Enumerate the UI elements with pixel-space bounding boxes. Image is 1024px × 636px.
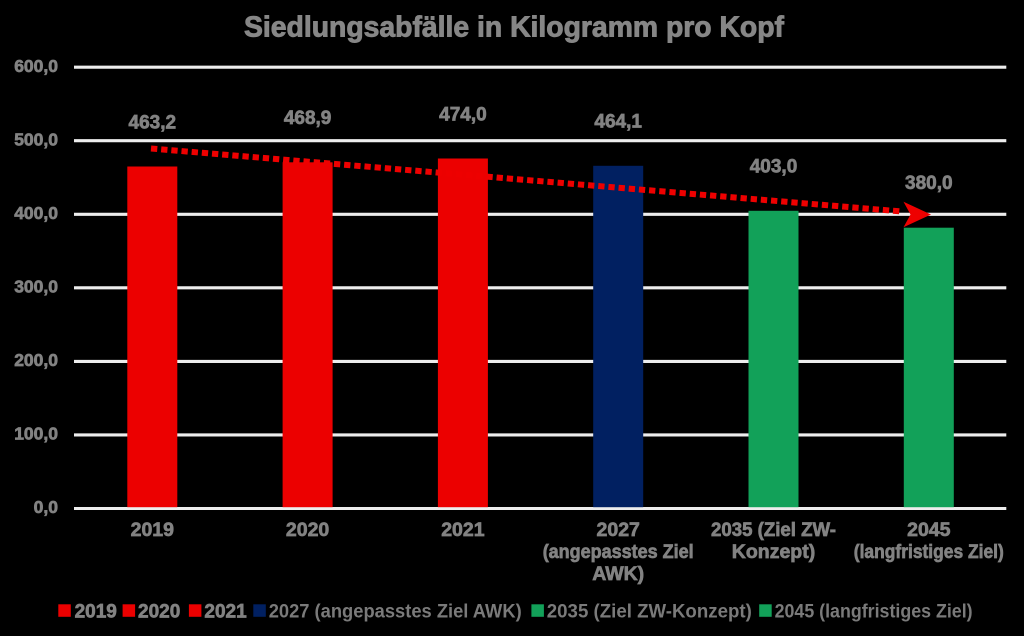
svg-text:2045 (langfristiges Ziel): 2045 (langfristiges Ziel) [775, 601, 973, 622]
svg-text:2027: 2027 [597, 519, 640, 541]
svg-text:200,0: 200,0 [14, 350, 58, 370]
svg-text:2019: 2019 [131, 519, 175, 541]
svg-text:2021: 2021 [441, 519, 485, 541]
svg-text:468,9: 468,9 [284, 108, 332, 129]
svg-text:2035 (Ziel ZW-: 2035 (Ziel ZW- [711, 519, 836, 541]
svg-text:300,0: 300,0 [14, 276, 58, 296]
svg-text:2027 (angepasstes Ziel AWK): 2027 (angepasstes Ziel AWK) [269, 601, 522, 622]
svg-text:400,0: 400,0 [14, 203, 58, 223]
svg-text:500,0: 500,0 [14, 129, 58, 149]
svg-text:463,2: 463,2 [129, 112, 177, 133]
svg-text:2020: 2020 [138, 601, 180, 622]
svg-text:Konzept): Konzept) [732, 541, 815, 563]
svg-text:2020: 2020 [286, 519, 330, 541]
svg-text:380,0: 380,0 [905, 173, 953, 194]
svg-text:2045: 2045 [907, 519, 951, 541]
svg-text:2019: 2019 [75, 601, 117, 622]
svg-text:100,0: 100,0 [14, 424, 58, 444]
svg-text:2021: 2021 [204, 601, 247, 622]
svg-text:AWK): AWK) [592, 563, 644, 585]
svg-text:600,0: 600,0 [14, 56, 58, 76]
svg-text:(angepasstes Ziel: (angepasstes Ziel [543, 541, 694, 563]
svg-text:464,1: 464,1 [594, 112, 642, 133]
svg-text:2035 (Ziel ZW-Konzept): 2035 (Ziel ZW-Konzept) [547, 601, 752, 622]
svg-text:0,0: 0,0 [34, 497, 59, 517]
svg-text:403,0: 403,0 [750, 157, 798, 178]
svg-text:Siedlungsabfälle in Kilogramm: Siedlungsabfälle in Kilogramm pro Kopf [244, 12, 784, 44]
svg-text:474,0: 474,0 [439, 105, 487, 126]
svg-text:(langfristiges Ziel): (langfristiges Ziel) [854, 541, 1004, 563]
